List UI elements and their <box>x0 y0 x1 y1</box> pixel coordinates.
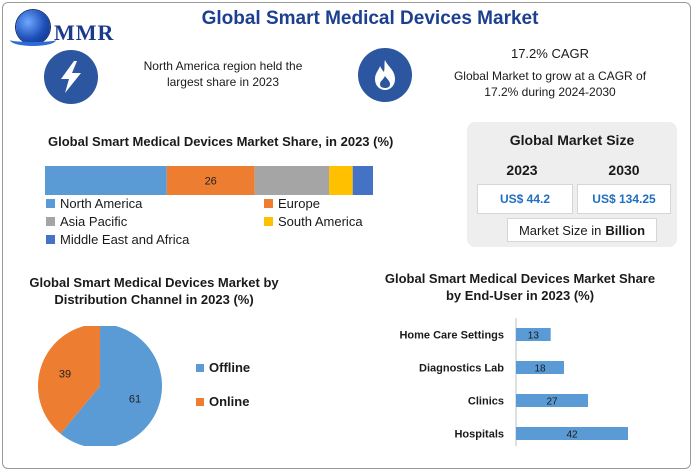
share-stacked-bar: 26 <box>45 166 373 195</box>
mmr-logo: MMR <box>10 8 120 50</box>
share-segment-3 <box>329 166 353 195</box>
enduser-bar <box>516 328 551 341</box>
market-size-title: Global Market Size <box>509 132 635 148</box>
legend-swatch <box>196 363 204 372</box>
legend-label: Offline <box>209 360 251 375</box>
year-2023-label: 2023 <box>506 162 538 178</box>
share-segment-2 <box>254 166 330 195</box>
legend-label: Europe <box>278 196 320 211</box>
market-size-unit: Market Size in Billion <box>507 218 657 242</box>
flame-icon <box>358 48 412 102</box>
share-legend-item: South America <box>264 214 363 229</box>
value-2030: US$ 134.25 <box>577 184 671 214</box>
legend-swatch <box>264 217 273 226</box>
pie-legend-offline: Offline <box>196 360 250 375</box>
enduser-category-label: Clinics <box>468 396 504 408</box>
share-legend-item: North America <box>46 196 142 211</box>
north-america-highlight: North America region held the largest sh… <box>143 59 303 89</box>
legend-label: South America <box>278 214 363 229</box>
lightning-icon <box>44 50 98 104</box>
pie-legend-online: Online <box>196 394 249 409</box>
legend-swatch <box>46 235 55 244</box>
enduser-bar-value: 18 <box>534 364 546 375</box>
brand-name: MMR <box>54 20 115 45</box>
legend-swatch <box>46 199 55 208</box>
legend-swatch <box>264 199 273 208</box>
market-size-panel: Global Market Size 2023 2030 US$ 44.2 US… <box>467 122 677 247</box>
enduser-category-label: Home Care Settings <box>399 330 504 342</box>
share-segment-1 <box>166 166 255 195</box>
swoosh-icon <box>10 34 56 46</box>
enduser-bar <box>516 361 564 374</box>
value-2023: US$ 44.2 <box>477 184 573 214</box>
enduser-bar <box>516 427 628 440</box>
pie-slice-label: 61 <box>129 394 141 406</box>
legend-label: Middle East and Africa <box>60 232 190 247</box>
unit-bold: Billion <box>605 222 646 238</box>
pie-slice-offline <box>60 326 162 446</box>
enduser-category-label: Hospitals <box>454 429 504 441</box>
legend-swatch <box>46 217 55 226</box>
share-legend-item: Asia Pacific <box>46 214 127 229</box>
page-title: Global Smart Medical Devices Market <box>201 8 539 29</box>
share-chart-title: Global Smart Medical Devices Market Shar… <box>48 134 394 149</box>
enduser-chart-title: Global Smart Medical Devices Market Shar… <box>384 271 656 303</box>
enduser-bar-value: 42 <box>566 430 578 441</box>
cagr-title: 17.2% CAGR <box>510 46 590 61</box>
legend-label: Online <box>209 394 250 409</box>
share-segment-4 <box>352 166 373 195</box>
enduser-bar <box>516 394 588 407</box>
enduser-category-label: Diagnostics Lab <box>419 363 504 375</box>
enduser-bar-value: 13 <box>528 331 540 342</box>
unit-prefix: Market Size in <box>518 222 602 238</box>
enduser-bar-chart: Home Care Settings 13 Diagnostics Lab 18 Cli… <box>399 318 628 446</box>
share-legend-item: Middle East and Africa <box>46 232 189 247</box>
distribution-pie-chart: 61 39 <box>38 326 162 446</box>
share-legend-item: Europe <box>264 196 320 211</box>
pie-slice-label: 39 <box>59 368 71 380</box>
share-segment-0 <box>45 166 167 195</box>
share-segment-label: 26 <box>205 176 217 188</box>
year-2030-label: 2030 <box>608 162 640 178</box>
cagr-description: Global Market to grow at a CAGR of 17.2%… <box>453 69 647 99</box>
pie-chart-title: Global Smart Medical Devices Market by D… <box>29 275 279 307</box>
share-legend: North America Europe Asia Pacific South Ame… <box>46 196 416 247</box>
pie-slice-online <box>38 326 100 434</box>
enduser-bar-value: 27 <box>546 397 558 408</box>
legend-label: North America <box>60 196 143 211</box>
legend-label: Asia Pacific <box>60 214 128 229</box>
legend-swatch <box>196 397 204 406</box>
